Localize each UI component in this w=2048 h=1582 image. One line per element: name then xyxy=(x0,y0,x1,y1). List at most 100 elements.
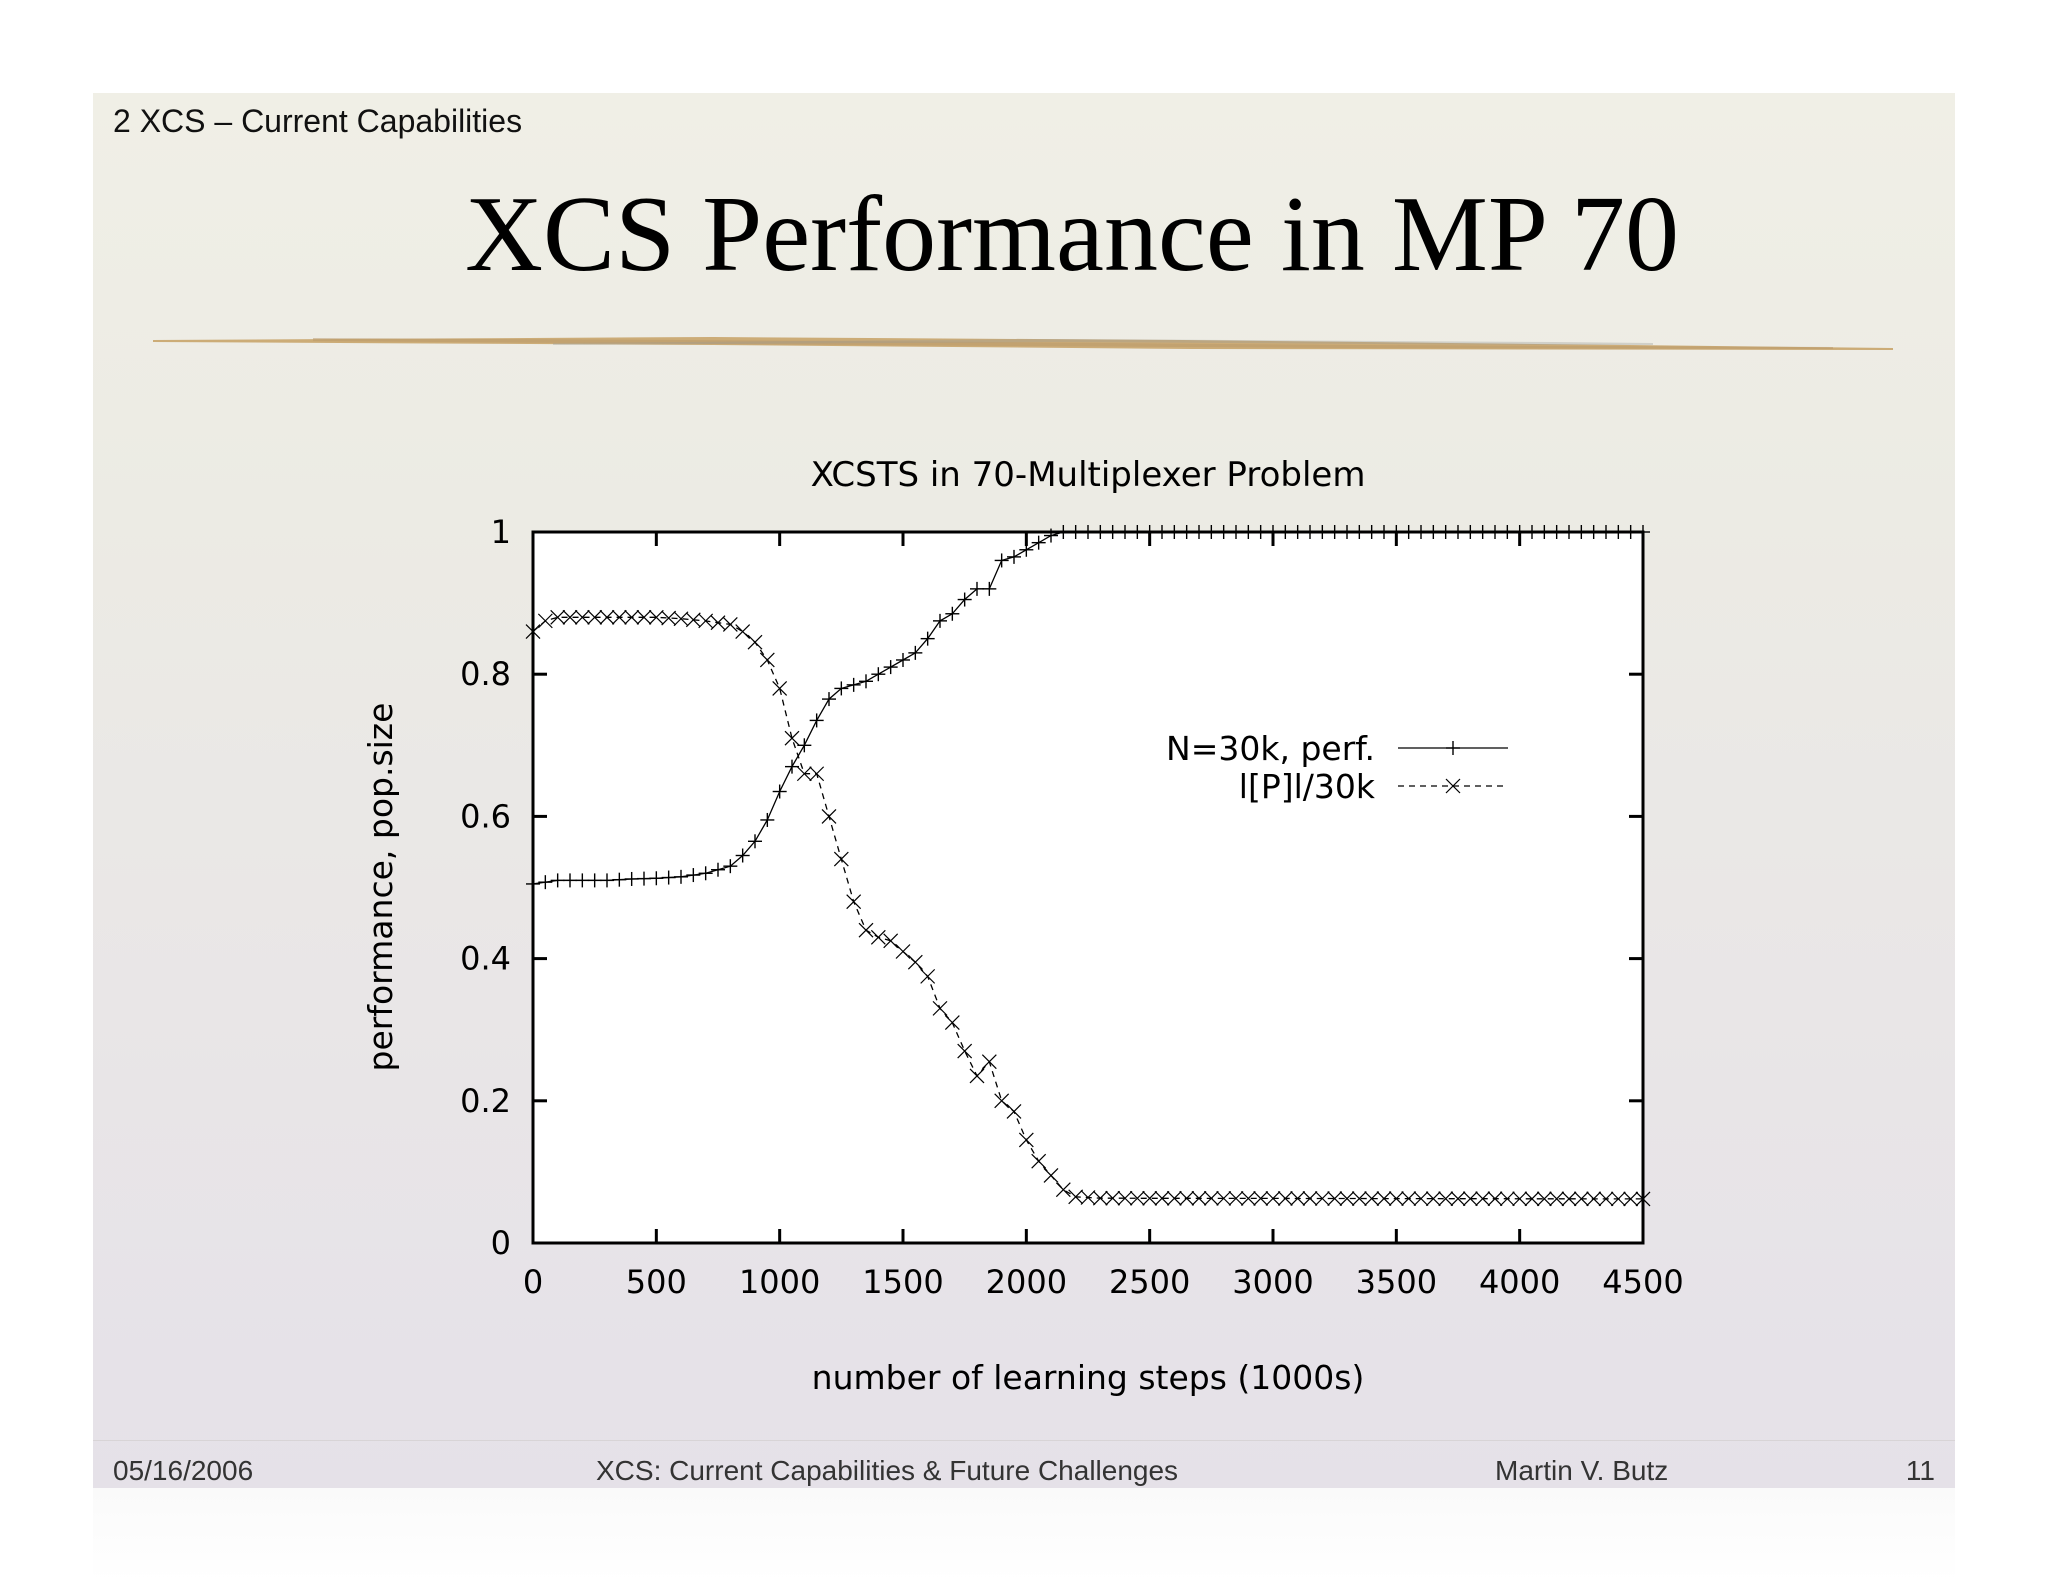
data-point-marker xyxy=(1586,525,1601,539)
data-point-marker xyxy=(1388,1191,1404,1207)
data-point-marker xyxy=(722,617,738,632)
data-point-marker xyxy=(1623,1191,1639,1207)
data-point-marker xyxy=(1573,1191,1589,1207)
data-point-marker xyxy=(1019,542,1034,557)
legend-marker xyxy=(1446,741,1460,755)
data-point-marker xyxy=(785,759,799,774)
data-point-marker xyxy=(1229,525,1243,539)
data-point-marker xyxy=(895,944,911,959)
data-point-marker xyxy=(1586,1191,1602,1207)
data-point-marker xyxy=(822,692,836,707)
data-point-marker xyxy=(748,834,762,849)
data-point-marker xyxy=(1438,525,1453,539)
footer-date: 05/16/2006 xyxy=(113,1455,254,1486)
data-point-marker xyxy=(538,875,553,890)
data-point-marker xyxy=(1327,1191,1343,1206)
data-point-marker xyxy=(574,609,590,625)
series-2 xyxy=(525,609,1651,1207)
data-point-marker xyxy=(1105,1190,1121,1206)
data-point-marker xyxy=(1155,525,1169,539)
data-point-marker xyxy=(1031,535,1046,550)
data-point-marker xyxy=(944,1015,960,1031)
data-point-marker xyxy=(1636,525,1650,539)
data-point-marker xyxy=(526,876,540,891)
x-axis-label: number of learning steps (1000s) xyxy=(812,1358,1365,1397)
data-point-marker xyxy=(1080,1190,1096,1205)
data-point-marker xyxy=(1574,525,1589,539)
data-point-marker xyxy=(871,667,886,682)
data-point-marker xyxy=(550,609,566,625)
data-point-marker xyxy=(1007,549,1021,564)
data-point-marker xyxy=(649,871,664,886)
data-point-marker xyxy=(907,954,923,970)
x-tick-label: 2500 xyxy=(1109,1263,1190,1301)
data-point-marker xyxy=(1512,525,1527,539)
data-point-marker xyxy=(1191,1190,1207,1206)
data-point-marker xyxy=(1475,525,1490,539)
data-point-marker xyxy=(1438,1191,1454,1207)
data-point-marker xyxy=(1303,525,1317,539)
data-point-marker xyxy=(1056,525,1071,539)
data-point-marker xyxy=(1006,1104,1022,1119)
data-point-marker xyxy=(1216,1190,1232,1206)
data-point-marker xyxy=(735,848,750,863)
data-point-marker xyxy=(611,609,627,625)
data-point-marker xyxy=(550,873,565,888)
data-point-marker xyxy=(1377,525,1391,539)
data-point-marker xyxy=(710,615,726,631)
data-point-marker xyxy=(1451,525,1465,539)
data-point-marker xyxy=(673,611,689,627)
data-point-marker xyxy=(834,681,849,696)
legend-label: N=30k, perf. xyxy=(1166,729,1375,768)
data-point-marker xyxy=(1129,1190,1145,1206)
y-tick-label: 0.6 xyxy=(460,797,511,835)
data-point-marker xyxy=(600,873,614,888)
data-point-marker xyxy=(1340,525,1354,539)
data-point-marker xyxy=(1462,1191,1478,1207)
data-point-marker xyxy=(1203,1190,1219,1206)
data-point-marker xyxy=(772,784,787,799)
data-point-marker xyxy=(1290,1191,1306,1206)
data-point-marker xyxy=(1266,525,1280,539)
data-point-marker xyxy=(1635,1191,1651,1207)
data-point-marker xyxy=(957,592,972,607)
data-point-marker xyxy=(1018,1132,1034,1148)
data-point-marker xyxy=(1314,1191,1330,1206)
data-point-marker xyxy=(637,871,651,886)
data-point-marker xyxy=(537,613,553,629)
x-tick-label: 0 xyxy=(523,1263,543,1301)
data-point-marker xyxy=(1166,1190,1182,1206)
data-point-marker xyxy=(1475,1191,1491,1207)
data-point-marker xyxy=(1327,525,1342,539)
x-tick-label: 3000 xyxy=(1232,1263,1313,1301)
data-point-marker xyxy=(1339,1191,1355,1206)
data-point-marker xyxy=(970,581,984,596)
data-point-marker xyxy=(562,609,578,625)
data-point-marker xyxy=(1204,525,1219,539)
data-point-marker xyxy=(1068,525,1083,539)
y-tick-label: 1 xyxy=(491,513,511,551)
legend-entry: N=30k, perf. xyxy=(1166,729,1508,768)
data-point-marker xyxy=(1425,1191,1441,1207)
data-point-marker xyxy=(1315,525,1330,539)
y-tick-label: 0.2 xyxy=(460,1082,511,1120)
data-point-marker xyxy=(1265,1191,1281,1206)
data-point-marker xyxy=(994,553,1009,568)
data-point-marker xyxy=(932,1000,948,1016)
footer-author: Martin V. Butz xyxy=(1495,1455,1669,1486)
data-point-marker xyxy=(563,873,577,888)
data-point-marker xyxy=(1376,1191,1392,1207)
data-point-marker xyxy=(982,581,997,596)
data-point-marker xyxy=(1598,1191,1614,1207)
data-point-marker xyxy=(587,609,603,625)
x-tick-label: 4500 xyxy=(1602,1263,1683,1301)
data-point-marker xyxy=(809,713,824,728)
data-point-marker xyxy=(747,634,763,650)
data-point-marker xyxy=(1093,525,1108,539)
data-point-marker xyxy=(1450,1191,1466,1207)
data-point-marker xyxy=(1352,525,1367,539)
data-point-marker xyxy=(759,652,775,668)
section-label: 2 XCS – Current Capabilities xyxy=(113,103,523,139)
data-point-marker xyxy=(1192,525,1206,539)
data-point-marker xyxy=(1228,1190,1244,1206)
